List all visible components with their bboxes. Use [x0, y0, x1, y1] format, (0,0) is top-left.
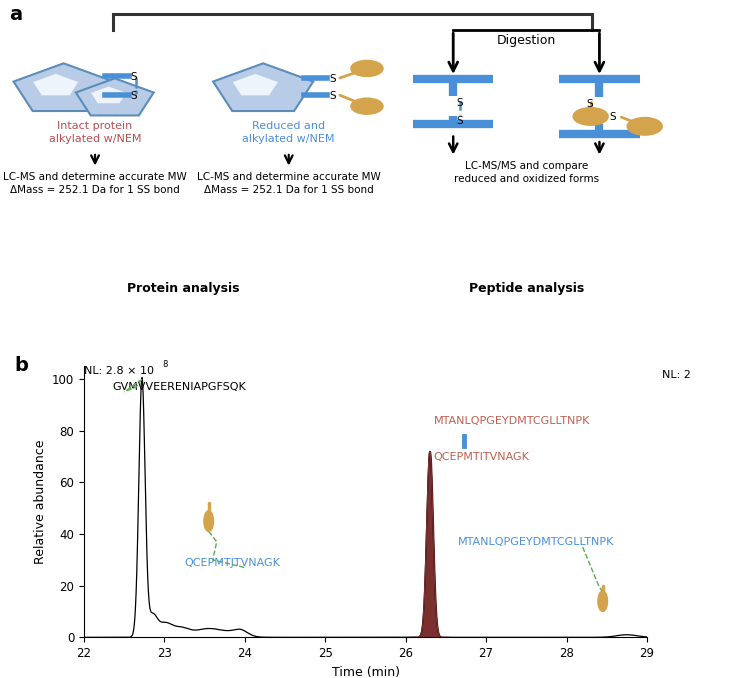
Text: MTANLQPGEYDMTCGLLTNPK: MTANLQPGEYDMTCGLLTNPK [458, 537, 614, 547]
Text: S: S [329, 74, 336, 83]
Circle shape [351, 60, 383, 77]
Circle shape [573, 108, 608, 125]
Text: LC-MS and determine accurate MW
ΔMass = 252.1 Da for 1 SS bond: LC-MS and determine accurate MW ΔMass = … [197, 172, 381, 195]
Polygon shape [33, 74, 78, 96]
Text: S: S [131, 91, 137, 101]
Circle shape [627, 117, 662, 135]
Text: LC-MS and determine accurate MW
ΔMass = 252.1 Da for 1 SS bond: LC-MS and determine accurate MW ΔMass = … [3, 172, 187, 195]
Text: b: b [15, 356, 29, 375]
Text: GVMVVEERENIAPGFSQK: GVMVVEERENIAPGFSQK [112, 382, 246, 392]
Circle shape [351, 98, 383, 114]
Text: S: S [131, 71, 137, 81]
Text: S: S [586, 99, 593, 109]
Text: 8: 8 [162, 360, 167, 369]
Text: S: S [329, 91, 336, 101]
X-axis label: Time (min): Time (min) [331, 666, 400, 678]
Y-axis label: Relative abundance: Relative abundance [34, 439, 47, 564]
Text: Intact protein
alkylated w/NEM: Intact protein alkylated w/NEM [49, 121, 141, 144]
Polygon shape [91, 87, 126, 103]
Polygon shape [14, 63, 113, 111]
Polygon shape [213, 63, 313, 111]
Text: Digestion: Digestion [496, 34, 556, 47]
Ellipse shape [204, 511, 213, 532]
Text: NL: 2: NL: 2 [662, 370, 691, 380]
Text: Reduced and
alkylated w/NEM: Reduced and alkylated w/NEM [243, 121, 335, 144]
Text: S: S [610, 112, 616, 122]
Text: QCEPMTJTVNAGK: QCEPMTJTVNAGK [184, 557, 281, 567]
Ellipse shape [598, 591, 607, 612]
Polygon shape [76, 79, 154, 115]
Polygon shape [232, 74, 278, 96]
Text: LC-MS/MS and compare
reduced and oxidized forms: LC-MS/MS and compare reduced and oxidize… [454, 161, 599, 184]
Text: MTANLQPGEYDMTCGLLTNPK: MTANLQPGEYDMTCGLLTNPK [434, 416, 590, 426]
Text: S: S [456, 117, 463, 126]
Text: QCEPMTITVNAGK: QCEPMTITVNAGK [434, 452, 530, 462]
Text: NL: 2.8 × 10: NL: 2.8 × 10 [84, 366, 154, 376]
Text: S: S [456, 98, 463, 108]
Text: Peptide analysis: Peptide analysis [469, 282, 584, 295]
Text: a: a [9, 5, 22, 24]
Text: Protein analysis: Protein analysis [126, 282, 239, 295]
